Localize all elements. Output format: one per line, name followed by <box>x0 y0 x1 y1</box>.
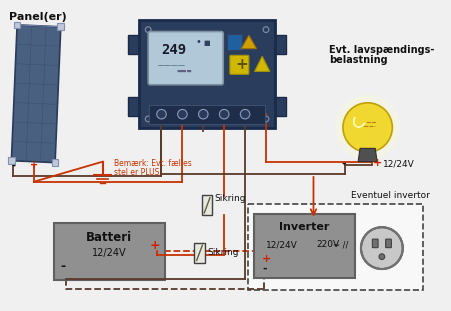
Text: Panel(er): Panel(er) <box>9 12 67 22</box>
Circle shape <box>240 109 249 119</box>
Text: Evt. lavspændings-: Evt. lavspændings- <box>328 45 433 55</box>
Text: 249: 249 <box>161 43 186 57</box>
FancyBboxPatch shape <box>194 243 204 263</box>
FancyBboxPatch shape <box>149 105 264 124</box>
Text: +: + <box>150 239 161 252</box>
FancyBboxPatch shape <box>14 21 20 28</box>
Polygon shape <box>254 56 269 72</box>
Text: +: + <box>372 158 381 169</box>
Text: stel er PLUS: stel er PLUS <box>114 168 159 177</box>
FancyBboxPatch shape <box>128 35 143 54</box>
FancyBboxPatch shape <box>128 97 143 116</box>
Circle shape <box>145 116 151 122</box>
Circle shape <box>145 27 151 32</box>
Text: 220V: 220V <box>316 240 339 249</box>
FancyBboxPatch shape <box>253 214 354 278</box>
Text: ▬▬▬: ▬▬▬ <box>176 69 192 74</box>
FancyBboxPatch shape <box>226 35 242 49</box>
Text: -: - <box>262 264 266 274</box>
Polygon shape <box>11 25 61 163</box>
FancyBboxPatch shape <box>372 239 377 248</box>
FancyBboxPatch shape <box>52 159 58 166</box>
Text: 12/24V: 12/24V <box>92 248 126 258</box>
FancyBboxPatch shape <box>230 55 249 74</box>
Text: ■: ■ <box>203 40 209 46</box>
Text: Bemærk: Evt. fælles: Bemærk: Evt. fælles <box>114 160 191 169</box>
Circle shape <box>262 116 268 122</box>
Text: Inverter: Inverter <box>278 222 328 232</box>
Circle shape <box>198 109 207 119</box>
Circle shape <box>342 103 391 152</box>
Text: Batteri: Batteri <box>86 231 132 244</box>
FancyBboxPatch shape <box>270 97 285 116</box>
FancyBboxPatch shape <box>202 195 212 215</box>
Circle shape <box>360 227 402 269</box>
Text: 12/24V: 12/24V <box>382 160 414 169</box>
Text: ————: ———— <box>157 63 185 69</box>
Text: Sikring: Sikring <box>207 248 238 257</box>
FancyBboxPatch shape <box>385 239 391 248</box>
Text: Eventuel invertor: Eventuel invertor <box>350 191 428 200</box>
Text: +: + <box>235 57 248 72</box>
Circle shape <box>262 27 268 32</box>
Text: belastning: belastning <box>328 55 387 65</box>
Circle shape <box>219 109 228 119</box>
FancyBboxPatch shape <box>248 204 422 290</box>
FancyBboxPatch shape <box>148 31 223 85</box>
Text: 12/24V: 12/24V <box>265 240 297 249</box>
FancyBboxPatch shape <box>54 223 165 281</box>
Circle shape <box>177 109 187 119</box>
Text: -: - <box>61 260 66 273</box>
Circle shape <box>156 109 166 119</box>
FancyBboxPatch shape <box>138 20 275 128</box>
Circle shape <box>378 254 384 259</box>
FancyBboxPatch shape <box>270 35 285 54</box>
Text: +: + <box>262 254 271 264</box>
Text: -: - <box>11 160 15 170</box>
Text: •: • <box>195 37 201 47</box>
Text: ~ //: ~ // <box>333 240 348 249</box>
Text: -: - <box>340 158 345 169</box>
Circle shape <box>335 95 399 160</box>
Text: Sikring: Sikring <box>214 194 246 203</box>
Polygon shape <box>357 148 376 162</box>
Polygon shape <box>241 35 256 49</box>
FancyBboxPatch shape <box>57 23 64 30</box>
Text: +: + <box>30 160 38 170</box>
FancyBboxPatch shape <box>8 157 15 164</box>
